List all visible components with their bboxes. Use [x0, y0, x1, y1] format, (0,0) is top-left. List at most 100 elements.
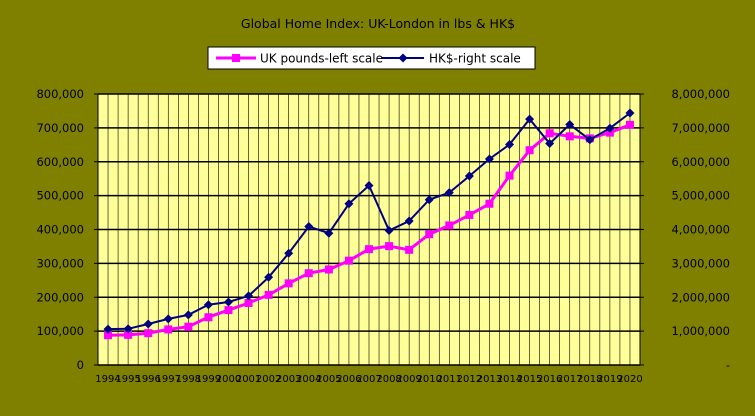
left-tick-label: 0 — [77, 358, 84, 372]
hk-dollar-data-point — [324, 228, 334, 238]
x-tick-label: 1996 — [135, 374, 160, 385]
uk-pounds-data-point — [625, 120, 634, 129]
uk-pounds-data-point — [324, 265, 333, 274]
hk-dollar-data-point — [565, 119, 575, 129]
x-tick-label: 1994 — [95, 374, 120, 385]
hk-dollar-data-point — [484, 154, 494, 164]
x-tick-label: 2000 — [216, 374, 241, 385]
left-axis: 0 100,000 200,000 300,000 400,000 500,000 600,… — [36, 87, 99, 372]
hk-dollar-data-point — [344, 199, 354, 209]
legend-label-uk: UK pounds-left scale — [260, 52, 383, 66]
x-tick-label: 1995 — [115, 374, 140, 385]
left-tick-label: 400,000 — [36, 223, 84, 237]
uk-pounds-data-point — [264, 290, 273, 299]
x-tick-label: 2012 — [457, 374, 482, 385]
hk-dollar-data-point — [545, 138, 555, 148]
hk-dollar-data-point — [223, 297, 233, 307]
uk-pounds-data-point — [365, 245, 373, 254]
legend-marker-uk — [232, 54, 240, 62]
hk-dollar-data-point — [605, 123, 615, 133]
horizontal-gridlines — [98, 93, 640, 366]
left-tick-label: 700,000 — [36, 121, 84, 135]
hk-dollar-data-point — [364, 180, 374, 190]
hk-dollar-data-point — [123, 324, 133, 334]
uk-pounds-data-point — [184, 322, 193, 331]
legend: UK pounds-left scale HK$-right scale — [207, 46, 536, 70]
uk-pounds-data-point — [485, 199, 494, 208]
right-tick-label: 7,000,000 — [671, 121, 730, 135]
x-tick-label: 2014 — [497, 374, 522, 385]
x-tick-label: 2006 — [336, 374, 361, 385]
x-tick-label: 2005 — [316, 374, 341, 385]
x-tick-label: 1999 — [196, 374, 221, 385]
x-tick-label: 2011 — [437, 374, 462, 385]
uk-pounds-data-point — [124, 330, 133, 339]
hk-dollar-data-point — [404, 216, 414, 226]
hk-dollar-data-point — [525, 114, 535, 124]
hk-dollar-data-point — [424, 195, 434, 205]
x-tick-label: 2019 — [597, 374, 622, 385]
right-tick-label: 4,000,000 — [671, 223, 730, 237]
uk-pounds-data-point — [445, 221, 454, 230]
x-tick-label: 2015 — [517, 374, 542, 385]
uk-pounds-data-point — [385, 242, 394, 251]
hk-dollar-data-point — [163, 314, 173, 324]
uk-pounds-data-point — [465, 210, 474, 219]
hk-dollar-data-point — [284, 248, 294, 258]
left-tick-label: 500,000 — [36, 189, 84, 203]
uk-pounds-data-point — [405, 245, 414, 254]
x-tick-label: 2008 — [376, 374, 401, 385]
uk-pounds-data-point — [505, 171, 514, 180]
hk-dollar-data-point — [625, 108, 635, 118]
right-tick-label: 1,000,000 — [671, 324, 730, 338]
right-tick-label: 5,000,000 — [671, 189, 730, 203]
x-tick-label: 2003 — [276, 374, 301, 385]
hk-dollar-data-point — [143, 319, 153, 329]
hk-dollar-data-point — [464, 171, 474, 181]
x-tick-label: 2016 — [537, 374, 562, 385]
hk-dollar-data-point — [444, 188, 454, 198]
right-tick-label: 3,000,000 — [671, 256, 730, 270]
legend-marker-hk — [398, 53, 408, 63]
series-layer — [103, 108, 635, 340]
right-axis: - 1,000,000 2,000,000 3,000,000 4,000,000 5,0… — [639, 87, 730, 372]
x-tick-label: 2018 — [577, 374, 602, 385]
x-tick-label: 2007 — [356, 374, 381, 385]
x-tick-label: 2009 — [396, 374, 421, 385]
x-tick-label: 2013 — [477, 374, 502, 385]
left-tick-label: 100,000 — [36, 324, 84, 338]
chart-title: Global Home Index: UK-London in lbs & HK… — [241, 16, 515, 31]
hk-dollar-data-point — [103, 324, 113, 334]
left-tick-label: 600,000 — [36, 155, 84, 169]
legend-label-hk: HK$-right scale — [429, 52, 521, 66]
hk-dollar-data-point — [505, 139, 515, 149]
uk-pounds-data-point — [204, 313, 213, 322]
hk-dollar-data-point — [244, 291, 254, 301]
x-tick-label: 2001 — [236, 374, 261, 385]
left-tick-label: 300,000 — [36, 256, 84, 270]
x-tick-label: 1998 — [176, 374, 201, 385]
uk-pounds-data-point — [565, 132, 574, 141]
x-tick-label: 1997 — [156, 374, 181, 385]
uk-pounds-data-point — [284, 279, 293, 288]
right-tick-label: 8,000,000 — [671, 87, 730, 101]
x-axis: 1994199519961997199819992000200120022003… — [95, 374, 642, 385]
uk-pounds-data-point — [304, 269, 313, 278]
left-tick-label: 200,000 — [36, 290, 84, 304]
uk-pounds-data-point — [164, 325, 173, 334]
right-tick-label: - — [726, 358, 730, 372]
hk-dollar-data-point — [384, 226, 394, 236]
hk-dollar-data-point — [304, 221, 314, 231]
uk-pounds-data-point — [144, 329, 153, 338]
hk-dollar-data-point — [203, 300, 213, 310]
x-tick-label: 2010 — [416, 374, 441, 385]
x-tick-label: 2017 — [557, 374, 582, 385]
uk-pounds-data-point — [525, 146, 534, 155]
uk-pounds-data-point — [344, 256, 353, 265]
right-tick-label: 6,000,000 — [671, 155, 730, 169]
uk-pounds-data-point — [104, 331, 113, 340]
right-tick-label: 2,000,000 — [671, 290, 730, 304]
x-tick-label: 2002 — [256, 374, 281, 385]
